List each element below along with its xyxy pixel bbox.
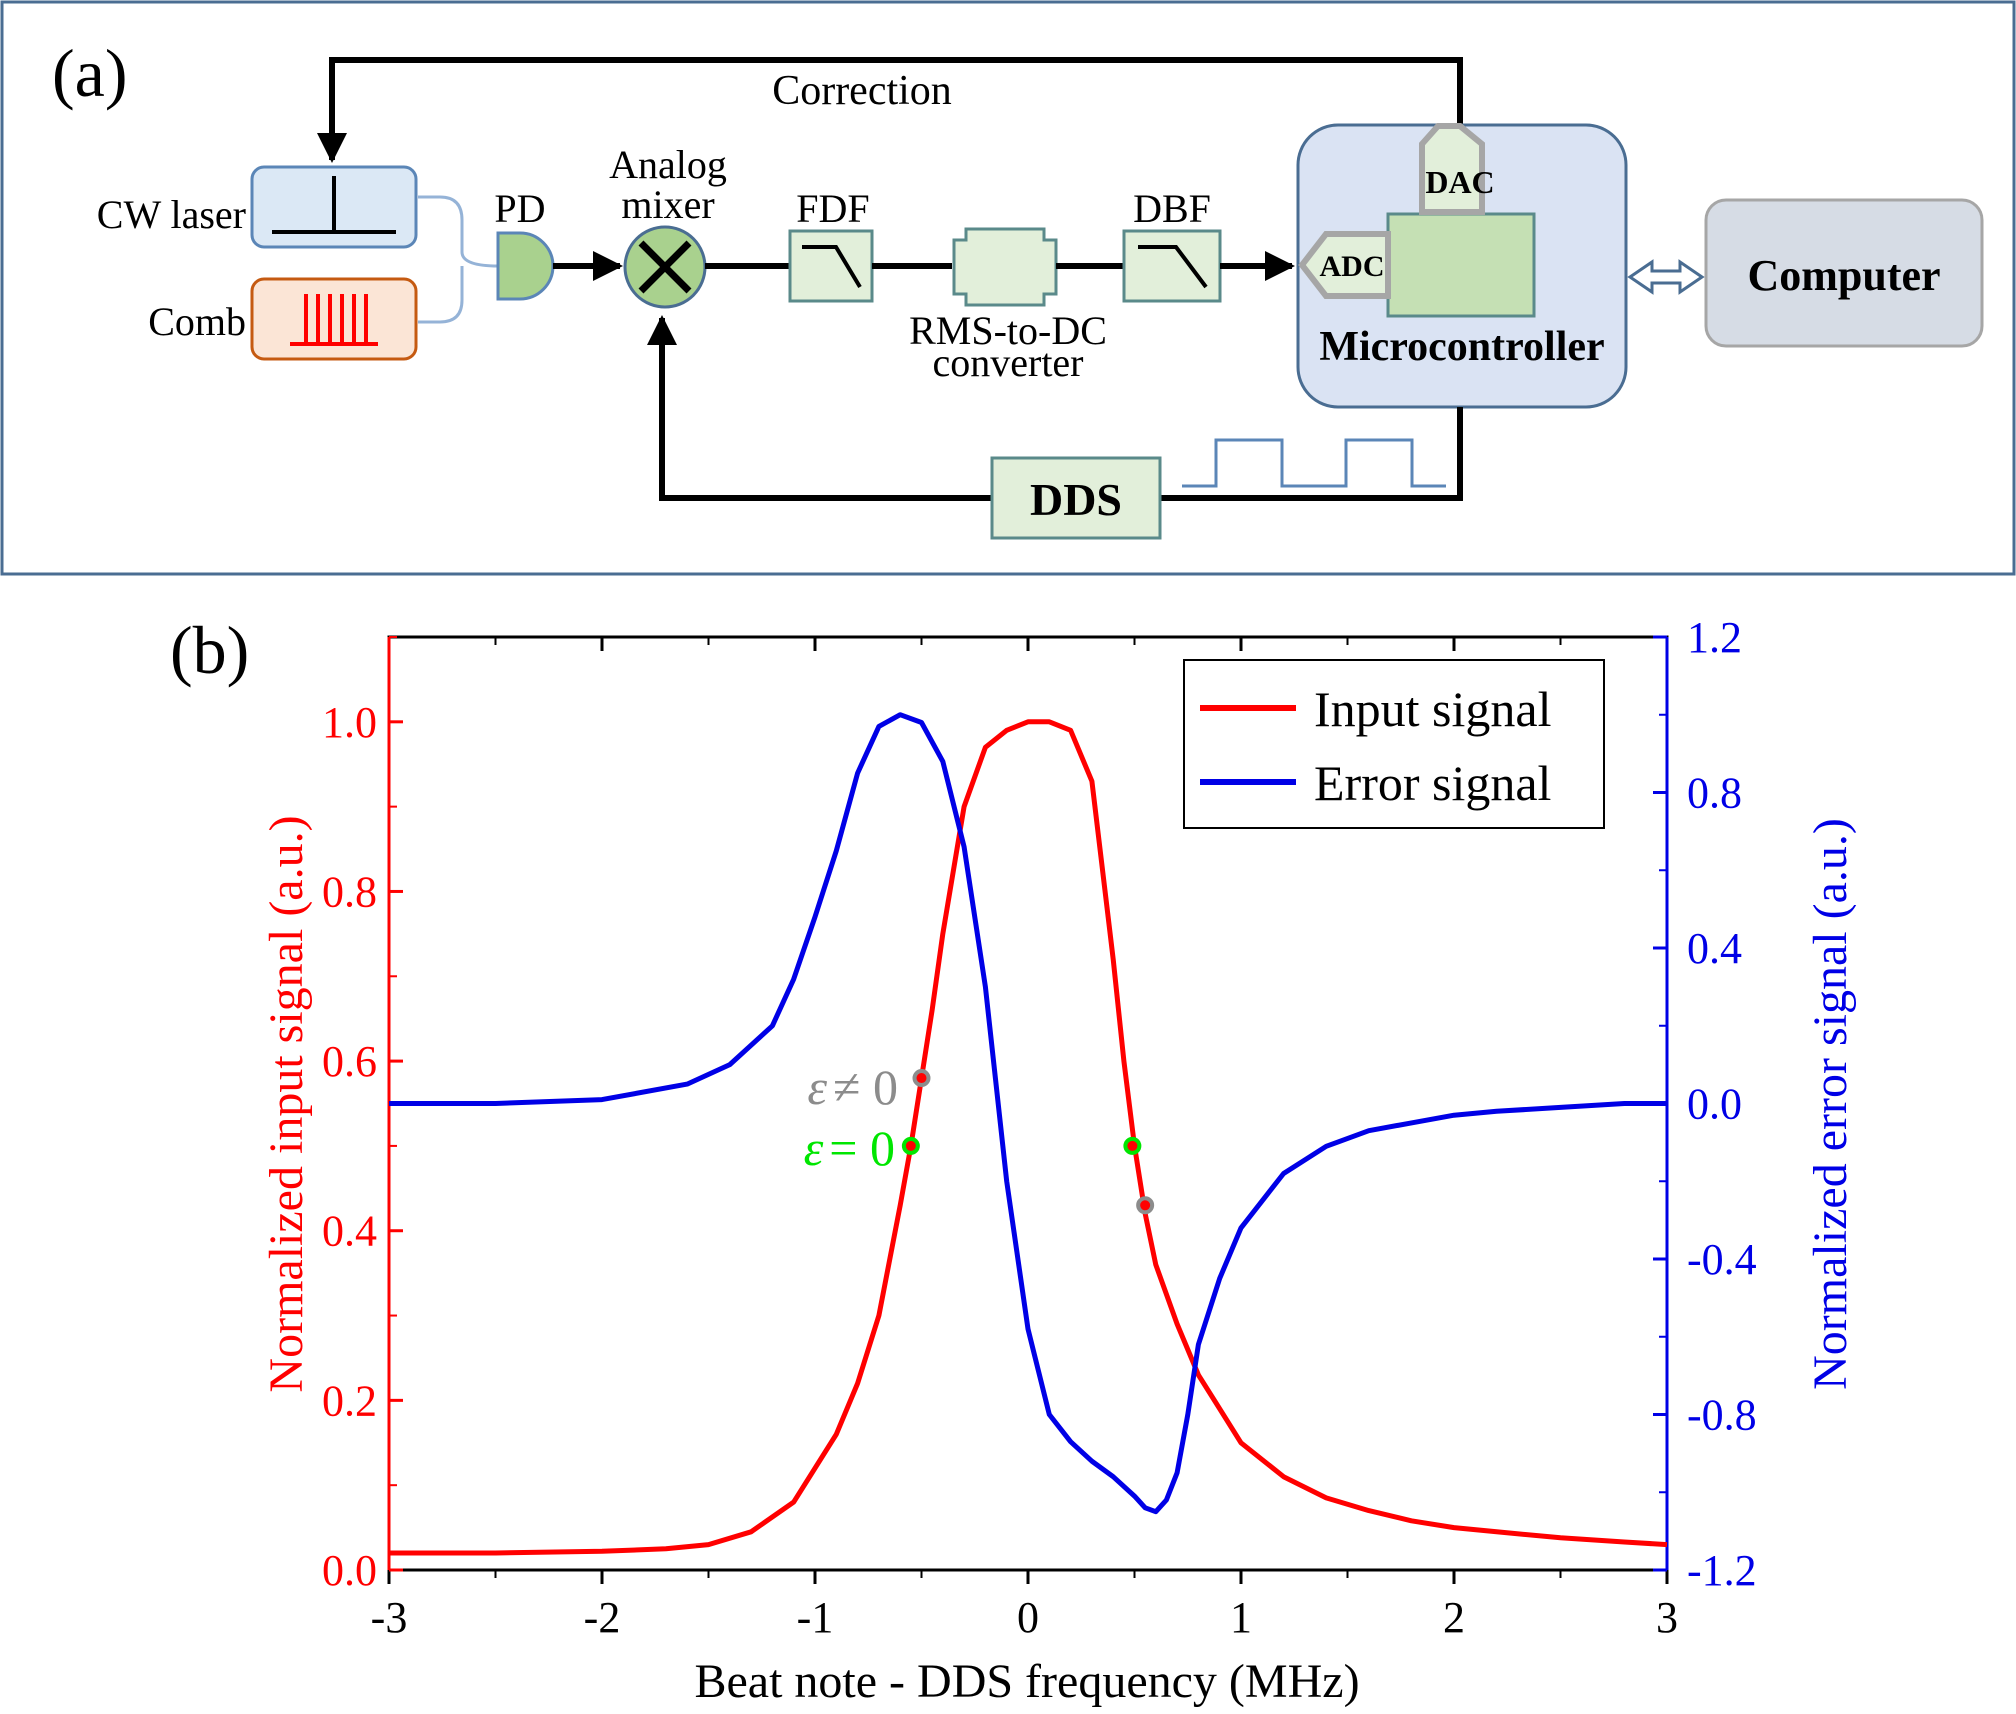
pd-icon <box>496 231 555 301</box>
y-right-tick-label: -0.8 <box>1687 1391 1757 1440</box>
input-signal-line <box>389 719 1668 1556</box>
dbf-box <box>1122 229 1222 303</box>
legend-box <box>1183 659 1605 829</box>
marker-eq-eps: ε <box>804 1120 824 1176</box>
x-tick-label: 1 <box>1230 1593 1252 1642</box>
rms-label-line1: RMS-to-DC <box>909 308 1107 353</box>
y-axis-right-title: Normalized error signal (a.u.) <box>1804 818 1857 1390</box>
x-tick-label: 3 <box>1656 1593 1678 1642</box>
dds-label: DDS <box>1030 474 1122 525</box>
x-axis-title: Beat note - DDS frequency (MHz) <box>694 1655 1359 1708</box>
x-axis: -3 -2 -1 0 1 2 3 <box>371 637 1678 1642</box>
series-group <box>389 712 1668 1556</box>
marker-eq-rest: = 0 <box>829 1120 895 1176</box>
mixer-label-line1: Analog <box>609 142 727 187</box>
dac-block <box>1419 123 1485 215</box>
fdf-lowpass-icon <box>802 245 862 289</box>
mixer-x-icon <box>638 240 692 294</box>
legend: Input signal Error signal <box>1183 659 1605 829</box>
pd-label: PD <box>494 186 545 231</box>
x-tick-label: -3 <box>371 1593 408 1642</box>
y-left-tick-label: 1.0 <box>322 698 377 747</box>
micro-to-dds-line <box>1160 407 1463 501</box>
y-left-tick-label: 0.6 <box>322 1037 377 1086</box>
dds-to-mixer-arrow <box>647 315 992 501</box>
microcontroller-chip <box>1386 212 1536 318</box>
y-right-tick-label: 1.2 <box>1687 613 1742 662</box>
correction-label: Correction <box>772 68 952 114</box>
y-right-tick-label: 0.0 <box>1687 1080 1742 1129</box>
panel-a: (a) Correction CW laser Comb PD Analog <box>0 0 2016 576</box>
correction-arrow <box>317 57 1463 163</box>
panel-b-label: (b) <box>170 612 249 688</box>
comb-box <box>250 277 418 361</box>
y-right-tick-label: -0.4 <box>1687 1235 1757 1284</box>
panel-a-label: (a) <box>52 35 127 111</box>
y-left-tick-label: 0.8 <box>322 867 377 916</box>
rms-label-line2: converter <box>932 340 1083 385</box>
error-signal-line <box>389 712 1667 1515</box>
rms-dc-box <box>952 227 1058 307</box>
marker-eq-label: ε = 0 <box>804 1120 895 1176</box>
adc-label: ADC <box>1320 250 1385 283</box>
computer-label: Computer <box>1747 251 1940 300</box>
panel-b: (b) -3 -2 -1 0 1 2 3 0.0 0.2 0.4 0.6 0.8 1.0 -1.2 -0… <box>170 612 1857 1708</box>
comb-label: Comb <box>148 299 246 344</box>
adc-block <box>1298 231 1391 299</box>
y-axis-left: 0.0 0.2 0.4 0.6 0.8 1.0 <box>322 636 403 1595</box>
x-tick-label: -2 <box>584 1593 621 1642</box>
computer-box <box>1704 198 1984 348</box>
dbf-lowpass-icon <box>1138 245 1208 289</box>
x-tick-label: -1 <box>797 1593 834 1642</box>
fdf-box <box>788 229 874 303</box>
y-right-tick-label: -1.2 <box>1687 1546 1757 1595</box>
dbf-label: DBF <box>1133 186 1211 231</box>
comb-lines-icon <box>290 294 378 346</box>
mixer-label-line2: mixer <box>621 182 714 227</box>
y-right-tick-label: 0.8 <box>1687 769 1742 818</box>
marker-group <box>901 1069 1155 1215</box>
legend-error-label: Error signal <box>1314 755 1551 811</box>
marker-ne-eps: ε <box>807 1059 827 1115</box>
y-right-tick-label: 0.4 <box>1687 924 1742 973</box>
marker-ne-label: ε ≠ 0 <box>807 1059 898 1115</box>
bidirectional-arrow-icon <box>1627 259 1705 295</box>
x-tick-label: 0 <box>1017 1593 1039 1642</box>
marker-ne-rest: ≠ 0 <box>833 1059 898 1115</box>
dds-box <box>990 456 1162 540</box>
signal-marker <box>901 1136 920 1155</box>
signal-marker <box>1136 1196 1155 1215</box>
y-axis-left-title: Normalized input signal (a.u.) <box>260 815 313 1392</box>
cw-laser-line-icon <box>272 176 396 234</box>
microcontroller-label: Microcontroller <box>1319 324 1604 370</box>
fdf-label: FDF <box>796 186 869 231</box>
x-tick-label: 2 <box>1443 1593 1465 1642</box>
cw-laser-label: CW laser <box>97 192 246 237</box>
legend-input-label: Input signal <box>1314 681 1551 737</box>
dac-label: DAC <box>1425 164 1494 200</box>
signal-marker <box>912 1069 931 1088</box>
square-wave-icon <box>1182 438 1446 488</box>
y-left-tick-label: 0.4 <box>322 1207 377 1256</box>
combiner-brace <box>418 195 499 324</box>
signal-marker <box>1123 1136 1142 1155</box>
y-left-tick-label: 0.0 <box>322 1546 377 1595</box>
y-left-tick-label: 0.2 <box>322 1376 377 1425</box>
y-axis-right: -1.2 -0.8 -0.4 0.0 0.4 0.8 1.2 <box>1653 613 1757 1595</box>
